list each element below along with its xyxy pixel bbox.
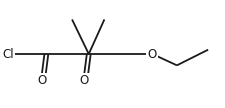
Text: Cl: Cl — [2, 48, 14, 60]
Text: O: O — [79, 75, 89, 87]
Text: O: O — [37, 75, 46, 87]
Text: O: O — [147, 48, 156, 60]
